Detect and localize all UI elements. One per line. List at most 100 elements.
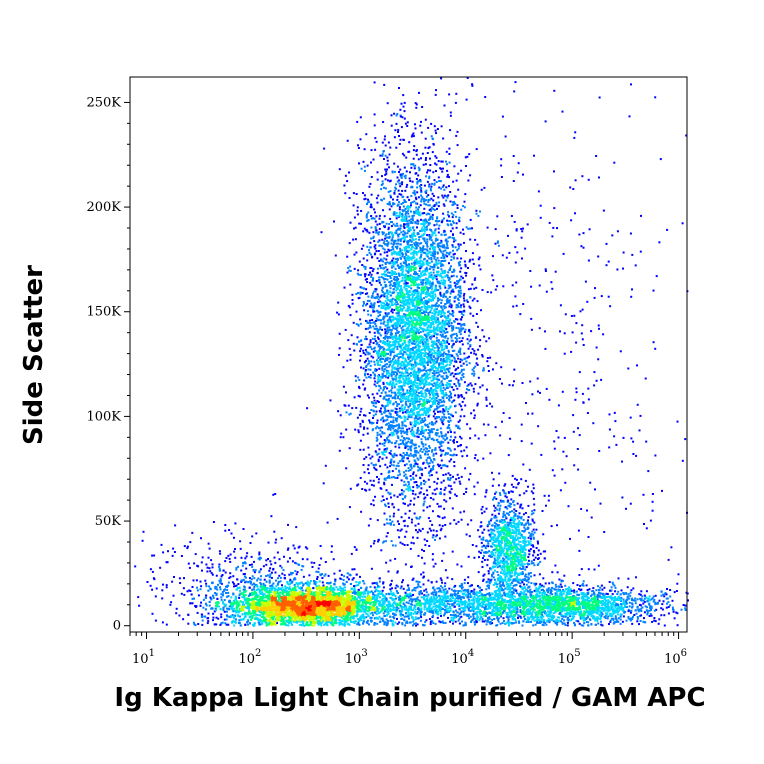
event-dot	[390, 540, 393, 543]
event-dot	[374, 211, 376, 214]
event-dot	[416, 430, 419, 432]
event-dot	[399, 238, 402, 241]
event-dot	[429, 400, 432, 402]
event-dot	[397, 251, 400, 254]
event-dot	[433, 397, 436, 400]
event-dot	[430, 306, 433, 308]
event-dot	[450, 458, 453, 461]
event-dot	[452, 249, 454, 252]
event-dot	[359, 439, 362, 442]
event-dot	[448, 384, 451, 387]
event-dot	[413, 357, 416, 360]
event-dot	[416, 243, 418, 246]
event-dot	[403, 282, 406, 285]
event-dot	[374, 247, 377, 250]
event-dot	[425, 369, 428, 372]
event-dot	[478, 256, 481, 259]
event-dot	[377, 319, 379, 322]
event-dot	[425, 199, 428, 202]
event-dot	[412, 588, 415, 591]
event-dot	[384, 405, 387, 408]
event-dot	[433, 370, 436, 373]
event-dot	[395, 338, 398, 340]
event-dot	[367, 360, 370, 363]
event-dot	[398, 143, 401, 145]
event-dot	[360, 286, 363, 289]
event-dot	[373, 217, 376, 220]
event-dot	[377, 460, 380, 463]
event-dot	[413, 304, 415, 307]
event-dot	[415, 178, 418, 180]
event-dot	[434, 228, 437, 231]
event-dot	[466, 356, 469, 359]
event-dot	[398, 523, 400, 525]
event-dot	[378, 260, 381, 262]
event-dot	[381, 346, 384, 349]
event-dot	[436, 482, 439, 485]
event-dot	[437, 231, 440, 234]
event-dot	[409, 180, 412, 182]
event-dot	[384, 409, 387, 412]
event-dot	[447, 224, 450, 227]
event-dot	[362, 287, 365, 290]
event-dot	[410, 541, 413, 544]
event-dot	[397, 235, 400, 238]
event-dot	[417, 384, 420, 387]
event-dot	[436, 344, 439, 347]
event-dot	[369, 324, 371, 327]
event-dot	[403, 524, 406, 527]
event-dot	[397, 397, 400, 400]
event-dot	[427, 432, 430, 435]
event-dot	[427, 383, 430, 386]
event-dot	[369, 421, 371, 424]
event-dot	[366, 213, 368, 216]
event-dot	[409, 329, 411, 332]
event-dot	[390, 416, 393, 418]
event-dot	[396, 113, 399, 115]
event-dot	[412, 373, 415, 376]
event-dot	[385, 330, 388, 332]
event-dot	[432, 453, 435, 456]
event-dot	[371, 304, 374, 307]
event-dot	[406, 242, 409, 245]
event-dot	[467, 288, 470, 291]
event-dot	[420, 442, 423, 445]
event-dot	[419, 262, 422, 265]
event-dot	[401, 424, 404, 427]
event-dot	[438, 446, 441, 449]
event-dot	[437, 196, 440, 199]
event-dot	[364, 370, 367, 373]
event-dot	[399, 251, 402, 254]
event-dot	[374, 137, 377, 140]
event-dot	[424, 137, 427, 140]
event-dot	[405, 336, 408, 339]
event-dot	[406, 278, 409, 281]
event-dot	[360, 407, 363, 410]
event-dot	[399, 356, 402, 358]
event-dot	[465, 491, 468, 494]
event-dot	[364, 278, 367, 281]
event-dot	[431, 192, 434, 195]
event-dot	[359, 138, 362, 141]
event-dot	[375, 296, 378, 299]
event-dot	[389, 194, 392, 197]
event-dot	[374, 368, 377, 370]
event-dot	[416, 340, 419, 343]
event-dot	[396, 571, 399, 574]
event-dot	[420, 397, 423, 400]
event-dot	[396, 402, 399, 405]
event-dot	[359, 350, 362, 353]
event-dot	[443, 341, 446, 344]
event-dot	[415, 361, 418, 364]
event-dot	[406, 364, 409, 367]
event-dot	[323, 147, 326, 150]
event-dot	[409, 340, 412, 343]
event-dot	[411, 236, 414, 239]
event-dot	[384, 385, 387, 388]
event-dot	[407, 208, 410, 211]
event-dot	[393, 250, 395, 253]
event-dot	[393, 397, 396, 399]
event-dot	[409, 402, 412, 405]
event-dot	[364, 266, 367, 269]
event-dot	[376, 453, 379, 456]
